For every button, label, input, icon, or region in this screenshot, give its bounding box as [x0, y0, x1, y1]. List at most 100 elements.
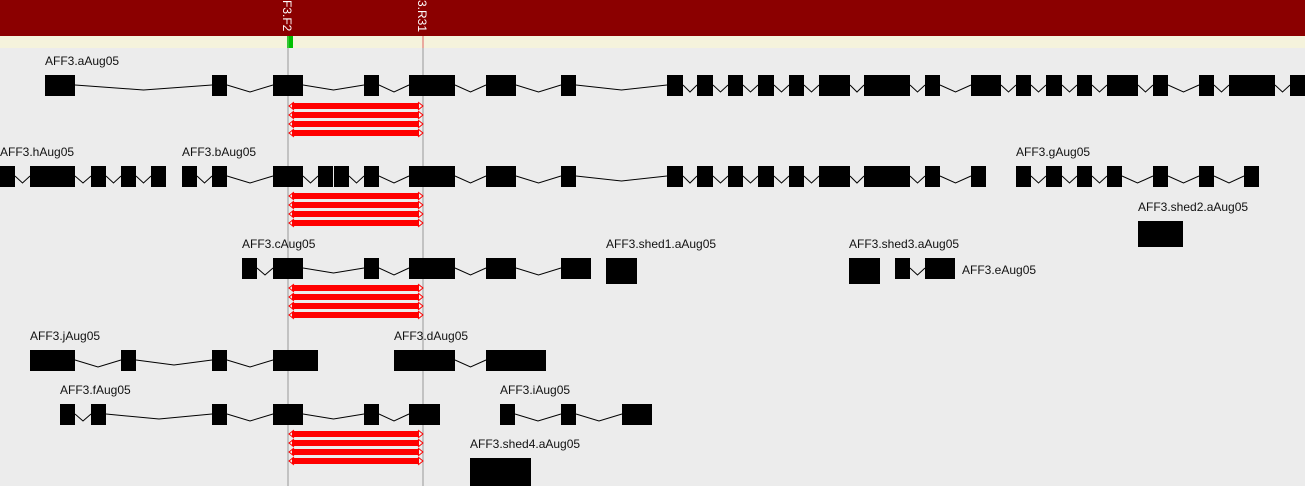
exon-block[interactable]: [60, 404, 75, 425]
exon-block[interactable]: [728, 166, 743, 187]
probe-label[interactable]: F3.F2: [280, 0, 294, 32]
exon-block[interactable]: [364, 258, 379, 279]
exon-block[interactable]: [728, 75, 743, 96]
exon-block[interactable]: [667, 75, 683, 96]
exon-block[interactable]: [697, 75, 713, 96]
probe-pair-hits[interactable]: [288, 283, 424, 320]
exon-block[interactable]: [470, 458, 531, 486]
probe-pair-bar[interactable]: [292, 431, 419, 437]
exon-block[interactable]: [121, 350, 136, 371]
exon-block[interactable]: [334, 166, 349, 187]
probe-pair-bar[interactable]: [292, 103, 419, 109]
exon-block[interactable]: [409, 166, 455, 187]
exon-block[interactable]: [1290, 75, 1305, 96]
gene-label[interactable]: AFF3.iAug05: [500, 383, 570, 397]
exon-block[interactable]: [394, 350, 455, 371]
exon-block[interactable]: [819, 166, 850, 187]
exon-block[interactable]: [561, 258, 591, 279]
gene-model[interactable]: AFF3.hAug05: [0, 145, 166, 187]
exon-block[interactable]: [91, 166, 106, 187]
exon-block[interactable]: [273, 166, 303, 187]
exon-block[interactable]: [212, 166, 227, 187]
exon-block[interactable]: [1077, 75, 1092, 96]
gene-label[interactable]: AFF3.bAug05: [182, 145, 256, 159]
gene-model[interactable]: AFF3.iAug05: [500, 383, 652, 425]
exon-block[interactable]: [758, 166, 774, 187]
gene-model[interactable]: AFF3.jAug05: [30, 329, 318, 371]
exon-block[interactable]: [364, 404, 379, 425]
gene-model[interactable]: AFF3.aAug05: [45, 54, 1305, 96]
exon-block[interactable]: [212, 404, 227, 425]
exon-block[interactable]: [151, 166, 166, 187]
exon-block[interactable]: [273, 404, 303, 425]
exon-block[interactable]: [1016, 166, 1031, 187]
exon-block[interactable]: [409, 404, 440, 425]
probe-pair-bar[interactable]: [292, 458, 419, 464]
exon-block[interactable]: [273, 350, 318, 371]
gene-label[interactable]: AFF3.hAug05: [0, 145, 74, 159]
probe-pair-hits[interactable]: [288, 101, 424, 138]
probe-pair-bar[interactable]: [292, 211, 419, 217]
exon-block[interactable]: [1107, 166, 1122, 187]
exon-block[interactable]: [561, 404, 576, 425]
probe-position-marker[interactable]: [287, 36, 293, 48]
exon-block[interactable]: [1153, 166, 1168, 187]
gene-label[interactable]: AFF3.fAug05: [60, 383, 131, 397]
probe-pair-bar[interactable]: [292, 449, 419, 455]
exon-block[interactable]: [1107, 75, 1138, 96]
exon-block[interactable]: [91, 404, 106, 425]
exon-block[interactable]: [789, 75, 804, 96]
exon-block[interactable]: [622, 404, 652, 425]
exon-block[interactable]: [971, 75, 1001, 96]
probe-pair-bar[interactable]: [292, 112, 419, 118]
probe-pair-bar[interactable]: [292, 121, 419, 127]
exon-block[interactable]: [486, 258, 516, 279]
probe-pair-bar[interactable]: [292, 303, 419, 309]
probe-pair-bar[interactable]: [292, 220, 419, 226]
gene-model[interactable]: AFF3.cAug05: [242, 237, 591, 279]
exon-block[interactable]: [864, 75, 910, 96]
exon-block[interactable]: [486, 75, 516, 96]
exon-block[interactable]: [242, 258, 257, 279]
exon-block[interactable]: [0, 166, 15, 187]
gene-model[interactable]: AFF3.dAug05: [394, 329, 546, 371]
exon-block[interactable]: [212, 350, 227, 371]
probe-pair-hits[interactable]: [288, 191, 424, 228]
exon-block[interactable]: [364, 75, 379, 96]
exon-block[interactable]: [925, 258, 955, 279]
probe-pair-bar[interactable]: [292, 294, 419, 300]
exon-block[interactable]: [1199, 75, 1214, 96]
exon-block[interactable]: [1244, 166, 1259, 187]
exon-block[interactable]: [409, 75, 455, 96]
probe-pair-bar[interactable]: [292, 193, 419, 199]
exon-block[interactable]: [561, 75, 576, 96]
gene-label[interactable]: AFF3.aAug05: [45, 54, 119, 68]
exon-block[interactable]: [121, 166, 136, 187]
gene-model[interactable]: AFF3.fAug05: [60, 383, 440, 425]
gene-label[interactable]: AFF3.dAug05: [394, 329, 468, 343]
exon-block[interactable]: [925, 166, 940, 187]
gene-model[interactable]: AFF3.shed1.aAug05: [606, 237, 716, 284]
exon-block[interactable]: [1046, 75, 1062, 96]
gene-label[interactable]: AFF3.shed3.aAug05: [849, 237, 959, 251]
probe-pair-bar[interactable]: [292, 202, 419, 208]
exon-block[interactable]: [849, 258, 880, 284]
exon-block[interactable]: [667, 166, 683, 187]
exon-block[interactable]: [971, 166, 986, 187]
exon-block[interactable]: [925, 75, 940, 96]
exon-block[interactable]: [1229, 75, 1275, 96]
exon-block[interactable]: [1199, 166, 1214, 187]
exon-block[interactable]: [1016, 75, 1031, 96]
exon-block[interactable]: [273, 75, 303, 96]
gene-label[interactable]: AFF3.shed2.aAug05: [1138, 200, 1248, 214]
exon-block[interactable]: [30, 166, 75, 187]
gene-model[interactable]: AFF3.shed3.aAug05: [849, 237, 959, 284]
exon-block[interactable]: [697, 166, 713, 187]
exon-block[interactable]: [30, 350, 75, 371]
probe-pair-bar[interactable]: [292, 312, 419, 318]
probe-pair-hits[interactable]: [288, 429, 424, 466]
gene-model[interactable]: AFF3.shed4.aAug05: [470, 437, 580, 486]
gene-model[interactable]: AFF3.eAug05: [895, 258, 1036, 279]
probe-pair-bar[interactable]: [292, 440, 419, 446]
exon-block[interactable]: [1046, 166, 1062, 187]
